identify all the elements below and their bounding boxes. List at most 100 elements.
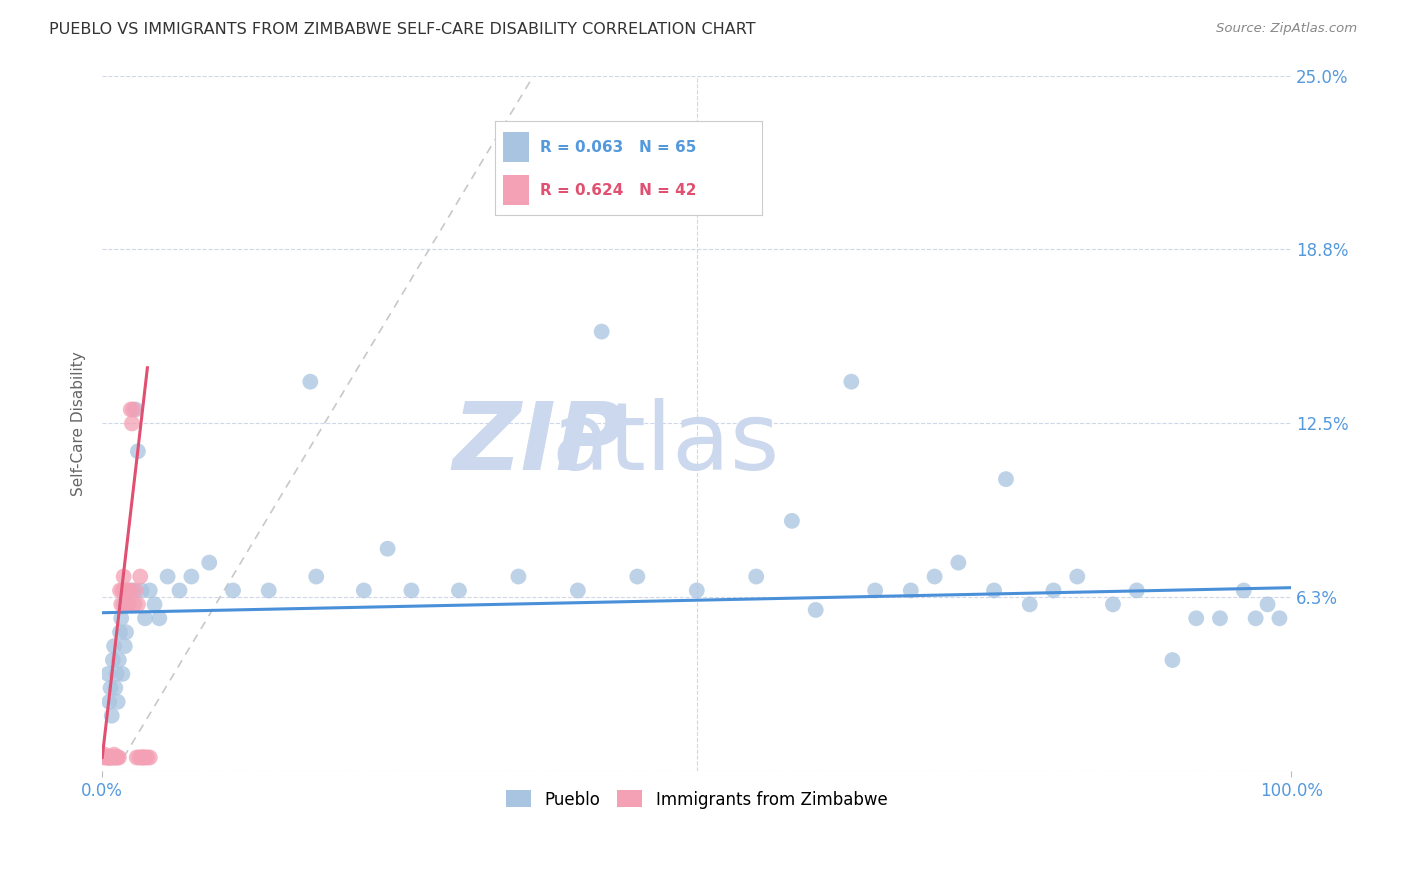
Point [1185, 611, 1208, 625]
Point [222, 583, 245, 598]
Point [745, 569, 768, 583]
Point [104, 681, 127, 695]
Point [1268, 611, 1291, 625]
Point [98, 695, 121, 709]
Point [100, 681, 122, 695]
Point [94, 750, 117, 764]
Point [447, 583, 470, 598]
Point [97, 750, 120, 764]
Point [115, 583, 138, 598]
Point [1042, 583, 1064, 598]
Point [103, 747, 125, 762]
Point [1102, 598, 1125, 612]
Point [132, 750, 155, 764]
Point [508, 569, 530, 583]
Point [98, 750, 121, 764]
Point [924, 569, 946, 583]
Point [104, 750, 127, 764]
Point [139, 583, 162, 598]
Point [591, 325, 613, 339]
Point [111, 583, 134, 598]
Point [299, 375, 322, 389]
Point [114, 583, 136, 598]
Point [120, 583, 142, 598]
Point [198, 556, 221, 570]
Point [112, 598, 135, 612]
Point [128, 750, 150, 764]
Point [131, 750, 153, 764]
Point [122, 583, 145, 598]
Point [108, 625, 131, 640]
Point [107, 750, 129, 764]
Point [118, 583, 141, 598]
Point [948, 556, 970, 570]
Point [863, 583, 886, 598]
Point [103, 639, 125, 653]
Point [100, 708, 122, 723]
Point [115, 625, 138, 640]
Point [148, 611, 170, 625]
Point [1257, 598, 1279, 612]
Point [139, 750, 162, 764]
Point [100, 750, 122, 764]
Point [143, 598, 166, 612]
Point [900, 583, 922, 598]
Point [1066, 569, 1088, 583]
Point [804, 603, 827, 617]
Point [131, 750, 153, 764]
Point [134, 611, 156, 625]
Point [110, 611, 132, 625]
Point [257, 583, 280, 598]
Point [169, 583, 191, 598]
Point [156, 569, 179, 583]
Text: PUEBLO VS IMMIGRANTS FROM ZIMBABWE SELF-CARE DISABILITY CORRELATION CHART: PUEBLO VS IMMIGRANTS FROM ZIMBABWE SELF-… [49, 22, 756, 37]
Point [134, 750, 156, 764]
Point [108, 653, 131, 667]
Y-axis label: Self-Care Disability: Self-Care Disability [72, 351, 86, 496]
Point [101, 653, 124, 667]
Point [93, 747, 115, 762]
Point [841, 375, 863, 389]
Point [136, 750, 159, 764]
Point [124, 402, 146, 417]
Point [112, 569, 135, 583]
Point [127, 598, 149, 612]
Point [127, 444, 149, 458]
Point [97, 750, 120, 764]
Point [115, 598, 138, 612]
Point [105, 750, 128, 764]
Point [129, 569, 152, 583]
Point [101, 750, 124, 764]
Point [1125, 583, 1147, 598]
Point [994, 472, 1017, 486]
Text: atlas: atlas [551, 399, 780, 491]
Point [131, 583, 153, 598]
Point [124, 583, 146, 598]
Point [96, 750, 118, 764]
Point [1233, 583, 1256, 598]
Point [117, 598, 139, 612]
Point [121, 417, 143, 431]
Point [111, 667, 134, 681]
Point [107, 695, 129, 709]
Point [97, 667, 120, 681]
Point [1018, 598, 1040, 612]
Point [108, 583, 131, 598]
Point [100, 750, 122, 764]
Point [108, 750, 131, 764]
Point [125, 750, 148, 764]
Point [124, 598, 146, 612]
Point [120, 402, 142, 417]
Point [100, 750, 122, 764]
Point [1209, 611, 1232, 625]
Point [780, 514, 803, 528]
Point [567, 583, 589, 598]
Point [122, 402, 145, 417]
Text: Source: ZipAtlas.com: Source: ZipAtlas.com [1216, 22, 1357, 36]
Point [93, 750, 115, 764]
Point [1161, 653, 1184, 667]
Point [1244, 611, 1267, 625]
Point [983, 583, 1005, 598]
Point [353, 583, 375, 598]
Point [305, 569, 328, 583]
